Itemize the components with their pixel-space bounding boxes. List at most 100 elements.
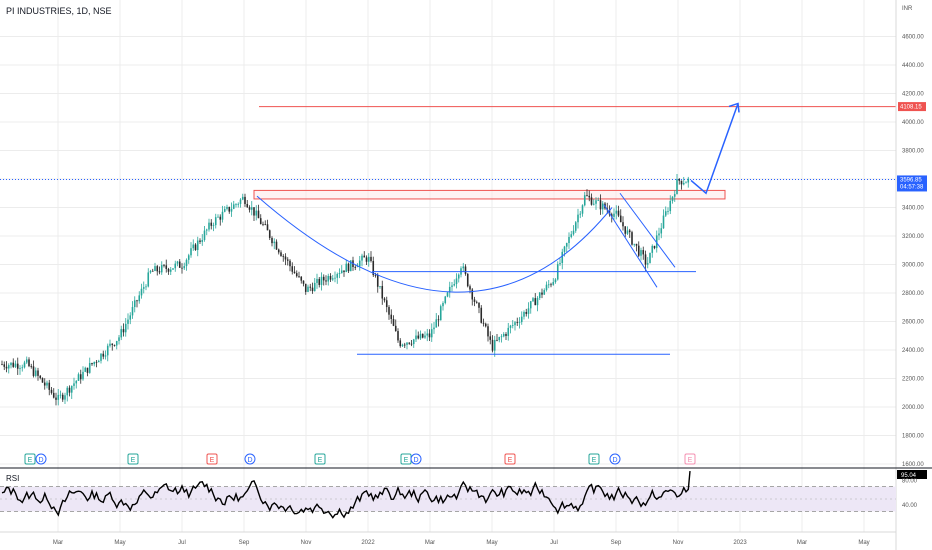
- candle-body: [199, 240, 201, 242]
- drawings-layer: [256, 102, 740, 355]
- candle-body: [520, 316, 523, 323]
- candle-body: [30, 366, 33, 367]
- candle-body: [93, 361, 96, 365]
- candle-body: [437, 319, 440, 321]
- target-price-label: 4108.15: [900, 105, 922, 111]
- candle-body: [133, 300, 136, 308]
- candle-body: [298, 276, 300, 277]
- handle-channel-upper[interactable]: [619, 192, 676, 268]
- candle-body: [523, 312, 525, 317]
- candle-body: [217, 216, 219, 218]
- candle-body: [372, 260, 375, 276]
- price-tick-label: 4000.00: [902, 120, 924, 126]
- candle-body: [577, 214, 579, 223]
- candle-body: [426, 333, 429, 336]
- candle-body: [442, 303, 444, 307]
- candle-body: [7, 365, 10, 369]
- candle-body: [122, 329, 125, 333]
- candle-body: [230, 208, 233, 212]
- candle-body: [266, 224, 269, 231]
- event-marker-letter: E: [28, 457, 33, 464]
- time-tick-label: Jul: [178, 540, 186, 546]
- candle-body: [313, 282, 316, 292]
- candle-body: [671, 196, 674, 201]
- candle-body: [300, 276, 303, 281]
- dividend-marker: D: [410, 453, 422, 465]
- event-marker-letter: E: [131, 457, 136, 464]
- candle-body: [385, 300, 388, 308]
- candle-body: [277, 249, 280, 253]
- candle-body: [356, 266, 359, 268]
- earnings-icon: [504, 453, 516, 465]
- handle-channel-lower[interactable]: [603, 204, 658, 288]
- candle-body: [88, 363, 91, 373]
- candle-body: [394, 325, 397, 332]
- candle-body: [383, 298, 386, 301]
- candle-body: [174, 263, 177, 269]
- candle-body: [61, 394, 64, 400]
- candle-body: [390, 314, 393, 320]
- candle-body: [187, 255, 190, 260]
- candle-body: [624, 226, 627, 234]
- time-tick-label: May: [858, 540, 869, 546]
- projection-path[interactable]: [690, 103, 739, 195]
- candle-body: [588, 195, 591, 198]
- time-tick-label: Nov: [301, 540, 312, 546]
- candle-body: [374, 275, 377, 276]
- rsi-value-badge: [897, 470, 927, 479]
- earnings-icon: [314, 453, 326, 465]
- candle-body: [322, 276, 325, 281]
- candle-body: [435, 319, 438, 328]
- candle-body: [608, 210, 611, 215]
- candle-body: [181, 267, 183, 269]
- candle-body: [75, 380, 78, 384]
- candle-body: [284, 256, 287, 260]
- cup-curve[interactable]: [256, 195, 613, 293]
- price-scale[interactable]: [896, 0, 932, 550]
- candle-body: [291, 266, 294, 272]
- candle-body: [475, 301, 478, 303]
- candle-body: [343, 270, 345, 273]
- candle-body: [334, 277, 336, 279]
- candle-body: [320, 276, 323, 285]
- candle-body: [649, 252, 651, 264]
- price-tick-label: 1800.00: [902, 434, 924, 440]
- time-axis-labels[interactable]: Mar May Jul Sep Nov 2022 Mar May Jul Sep Nov 2023 Ma…: [53, 540, 870, 546]
- candle-body: [507, 327, 510, 336]
- earnings-marker: E: [24, 453, 36, 465]
- candle-body: [73, 383, 75, 386]
- candle-body: [635, 243, 638, 246]
- candle-body: [570, 234, 573, 237]
- candle-body: [590, 197, 593, 205]
- candle-body: [455, 278, 458, 285]
- candle-body: [678, 179, 681, 181]
- candle-body: [667, 211, 669, 212]
- candle-body: [124, 323, 127, 333]
- candle-body: [264, 224, 267, 225]
- candle-body: [255, 210, 258, 216]
- candle-body: [680, 180, 683, 185]
- candle-body: [464, 266, 467, 274]
- candle-body: [559, 262, 561, 265]
- candle-body: [676, 179, 678, 195]
- candle-body: [66, 387, 69, 396]
- event-marker-letter: E: [318, 457, 323, 464]
- candle-body: [104, 355, 107, 357]
- candle-body: [511, 325, 514, 326]
- candle-body: [106, 345, 109, 356]
- candle-body: [160, 265, 163, 273]
- candle-body: [28, 359, 30, 367]
- dividend-icon: [410, 453, 422, 465]
- candle-body: [12, 362, 15, 367]
- resistance-zone[interactable]: [253, 189, 726, 200]
- candle-body: [77, 374, 80, 381]
- horizontal-grid: [0, 36, 896, 465]
- candle-body: [235, 204, 237, 205]
- candle-body: [289, 260, 291, 267]
- candle-body: [95, 361, 98, 363]
- last-price-badge: [897, 175, 927, 192]
- candle-body: [223, 208, 226, 212]
- candle-body: [52, 392, 55, 398]
